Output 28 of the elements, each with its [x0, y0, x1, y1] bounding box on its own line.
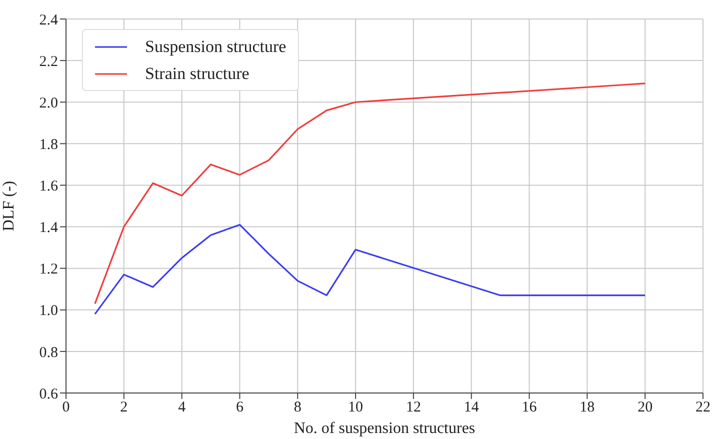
x-tick-label: 6	[236, 400, 244, 416]
y-tick-label: 1.4	[39, 220, 58, 236]
y-tick-label: 2.0	[39, 95, 58, 112]
line-series	[94, 224, 646, 315]
x-tick-label: 4	[178, 400, 186, 416]
x-axis-title: No. of suspension structures	[294, 420, 476, 437]
y-tick-label: 0.6	[39, 386, 58, 402]
x-tick-label: 14	[464, 400, 480, 416]
y-tick-label: 2.2	[39, 54, 58, 70]
x-tick-label: 0	[62, 400, 70, 416]
x-tick-label: 16	[522, 400, 538, 416]
x-tick-label: 20	[638, 400, 653, 416]
y-tick-label: 1.0	[39, 303, 58, 320]
y-tick-label: 1.8	[39, 136, 58, 153]
x-tick-label: 10	[348, 400, 364, 416]
legend-label: Suspension structure	[145, 36, 286, 56]
x-tick-label: 8	[294, 400, 302, 416]
y-axis-title: DLF (-)	[0, 180, 18, 232]
line-series	[94, 82, 646, 304]
y-tick-label: 1.2	[39, 262, 58, 278]
y-tick-label: 0.8	[39, 344, 58, 361]
legend-label: Strain structure	[145, 64, 250, 84]
y-tick-label: 2.4	[39, 12, 58, 28]
x-tick-label: 12	[406, 400, 421, 416]
y-tick-label: 1.6	[39, 178, 58, 195]
x-tick-label: 18	[580, 400, 595, 416]
x-tick-label: 2	[120, 400, 128, 416]
x-tick-label: 22	[696, 400, 710, 416]
